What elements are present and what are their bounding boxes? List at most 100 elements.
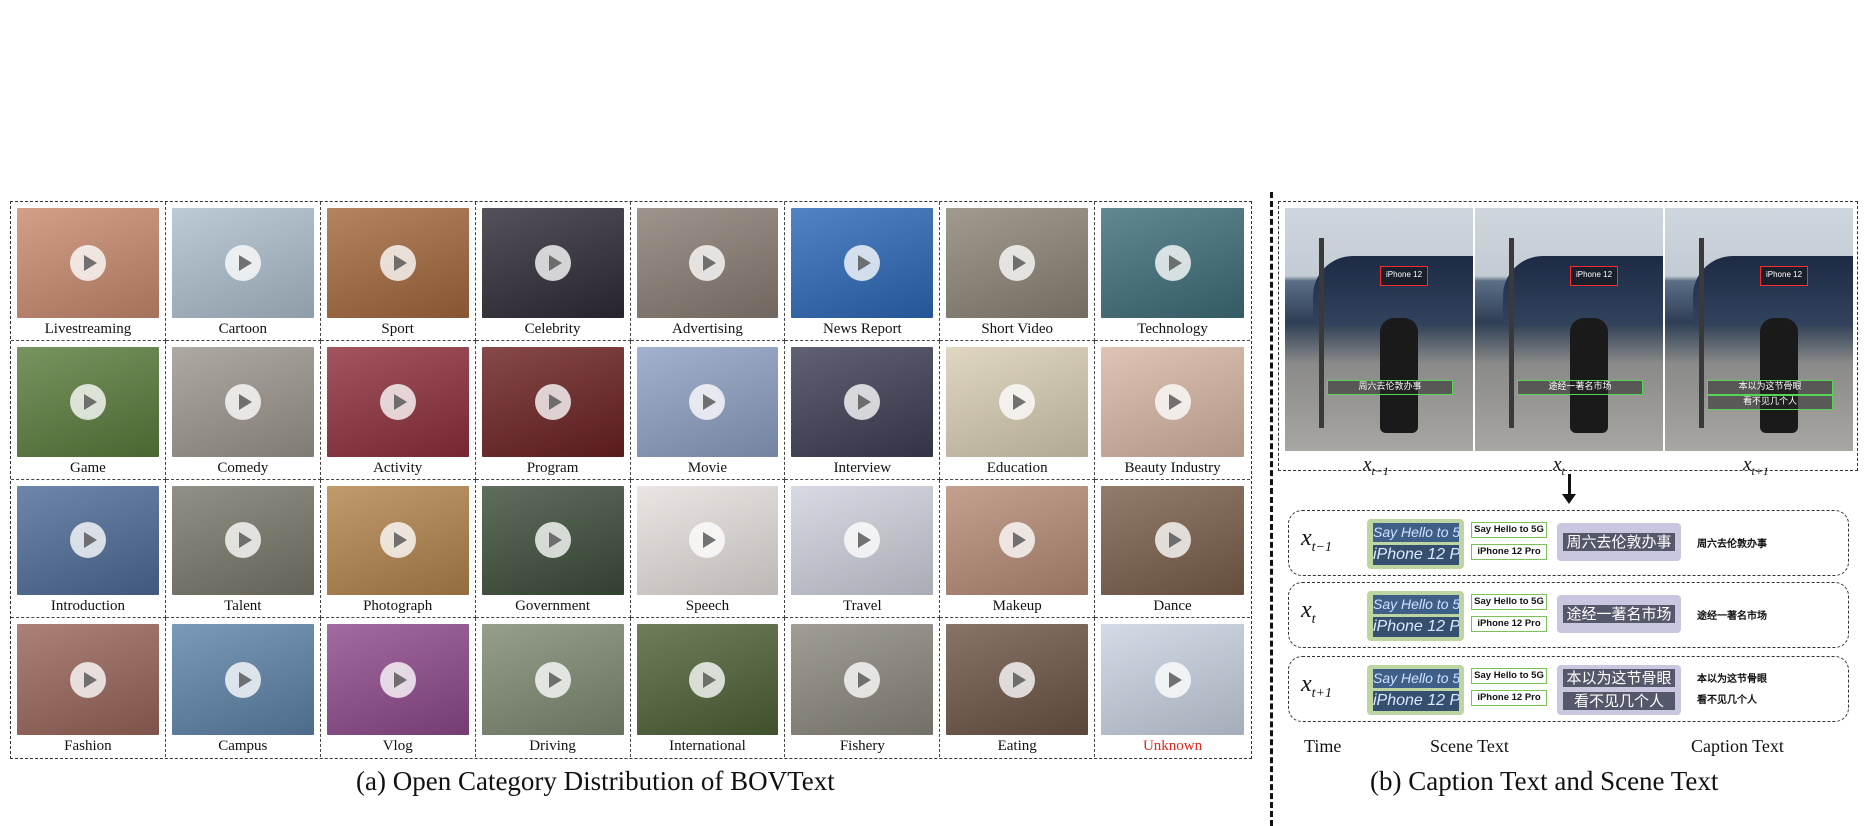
category-cell[interactable]: Vlog — [321, 618, 476, 757]
video-thumbnail[interactable] — [946, 624, 1089, 735]
frame-subtitle: 周六去伦敦办事 — [1327, 380, 1453, 395]
play-icon[interactable] — [534, 522, 571, 559]
play-icon[interactable] — [224, 244, 261, 281]
category-cell[interactable]: Celebrity — [475, 202, 631, 341]
video-thumbnail[interactable] — [481, 624, 624, 735]
row-time-label: xt — [1301, 597, 1316, 628]
category-cell[interactable]: Makeup — [940, 479, 1096, 619]
category-cell[interactable]: Cartoon — [165, 202, 321, 341]
video-thumbnail[interactable] — [1101, 208, 1244, 318]
video-thumbnail[interactable] — [636, 346, 779, 457]
play-icon[interactable] — [224, 383, 261, 420]
category-cell[interactable]: Education — [940, 340, 1096, 480]
play-icon[interactable] — [999, 661, 1036, 698]
play-icon[interactable] — [999, 522, 1036, 559]
category-cell[interactable]: Technology — [1095, 202, 1250, 341]
video-thumbnail[interactable] — [17, 208, 159, 318]
video-thumbnail[interactable] — [791, 208, 934, 318]
category-cell[interactable]: Beauty Industry — [1095, 341, 1250, 480]
video-thumbnail[interactable] — [1101, 485, 1244, 596]
video-thumbnail[interactable] — [481, 346, 624, 457]
play-icon[interactable] — [844, 383, 881, 420]
video-thumbnail[interactable] — [171, 624, 314, 735]
play-icon[interactable] — [379, 661, 416, 698]
category-cell[interactable]: Sport — [320, 202, 476, 341]
category-cell[interactable]: Eating — [940, 618, 1096, 757]
caption-text-transcript: 本以为这节骨眼 — [1697, 674, 1767, 685]
play-icon[interactable] — [689, 244, 726, 281]
row-time-label: xt+1 — [1301, 671, 1332, 702]
play-icon[interactable] — [1154, 661, 1191, 698]
video-thumbnail[interactable] — [636, 485, 779, 596]
play-icon[interactable] — [534, 383, 571, 420]
play-icon[interactable] — [69, 522, 106, 559]
video-thumbnail[interactable] — [171, 485, 314, 596]
play-icon[interactable] — [689, 522, 726, 559]
play-icon[interactable] — [1154, 244, 1191, 281]
video-thumbnail[interactable] — [17, 624, 159, 735]
category-cell[interactable]: Interview — [785, 340, 941, 480]
play-icon[interactable] — [224, 522, 261, 559]
video-thumbnail[interactable] — [481, 485, 624, 596]
category-cell[interactable]: Unknown — [1095, 618, 1250, 757]
category-cell[interactable]: Fashion — [11, 618, 166, 757]
category-cell[interactable]: Program — [475, 340, 631, 480]
category-cell[interactable]: International — [631, 618, 786, 757]
category-cell[interactable]: Photograph — [320, 479, 476, 619]
play-icon[interactable] — [999, 244, 1036, 281]
category-cell[interactable]: Game — [11, 340, 166, 480]
video-thumbnail[interactable] — [946, 346, 1089, 457]
play-icon[interactable] — [689, 383, 726, 420]
play-icon[interactable] — [69, 383, 106, 420]
play-icon[interactable] — [379, 383, 416, 420]
video-thumbnail[interactable] — [946, 208, 1089, 318]
category-cell[interactable]: News Report — [785, 202, 941, 341]
play-icon[interactable] — [534, 244, 571, 281]
video-thumbnail[interactable] — [1101, 624, 1244, 735]
category-cell[interactable]: Movie — [630, 340, 786, 480]
category-cell[interactable]: Fishery — [785, 618, 941, 757]
video-thumbnail[interactable] — [326, 208, 469, 318]
play-icon[interactable] — [844, 522, 881, 559]
video-thumbnail[interactable] — [636, 624, 779, 735]
play-icon[interactable] — [689, 661, 726, 698]
play-icon[interactable] — [534, 661, 571, 698]
play-icon[interactable] — [379, 522, 416, 559]
category-cell[interactable]: Comedy — [165, 340, 321, 480]
category-cell[interactable]: Livestreaming — [11, 202, 166, 341]
play-icon[interactable] — [1154, 383, 1191, 420]
video-thumbnail[interactable] — [791, 485, 934, 596]
play-icon[interactable] — [1154, 522, 1191, 559]
category-cell[interactable]: Government — [475, 479, 631, 619]
category-cell[interactable]: Campus — [166, 618, 321, 757]
category-cell[interactable]: Dance — [1095, 480, 1250, 619]
category-cell[interactable]: Introduction — [11, 479, 166, 619]
category-cell[interactable]: Talent — [165, 479, 321, 619]
video-thumbnail[interactable] — [326, 485, 469, 596]
video-thumbnail[interactable] — [1101, 346, 1244, 457]
play-icon[interactable] — [844, 244, 881, 281]
video-thumbnail[interactable] — [791, 624, 934, 735]
video-thumbnail[interactable] — [326, 624, 469, 735]
video-thumbnail[interactable] — [17, 485, 159, 596]
video-thumbnail[interactable] — [946, 485, 1089, 596]
video-thumbnail[interactable] — [481, 208, 624, 318]
video-thumbnail[interactable] — [171, 346, 314, 457]
video-thumbnail[interactable] — [326, 346, 469, 457]
video-thumbnail[interactable] — [171, 208, 314, 318]
video-thumbnail[interactable] — [791, 346, 934, 457]
category-cell[interactable]: Speech — [630, 479, 786, 619]
category-cell[interactable]: Short Video — [940, 202, 1096, 341]
video-thumbnail[interactable] — [636, 208, 779, 318]
category-cell[interactable]: Travel — [785, 479, 941, 619]
category-cell[interactable]: Driving — [476, 618, 631, 757]
play-icon[interactable] — [69, 661, 106, 698]
play-icon[interactable] — [69, 244, 106, 281]
play-icon[interactable] — [999, 383, 1036, 420]
video-thumbnail[interactable] — [17, 346, 159, 457]
play-icon[interactable] — [844, 661, 881, 698]
play-icon[interactable] — [224, 661, 261, 698]
category-cell[interactable]: Activity — [320, 340, 476, 480]
play-icon[interactable] — [379, 244, 416, 281]
category-cell[interactable]: Advertising — [630, 202, 786, 341]
